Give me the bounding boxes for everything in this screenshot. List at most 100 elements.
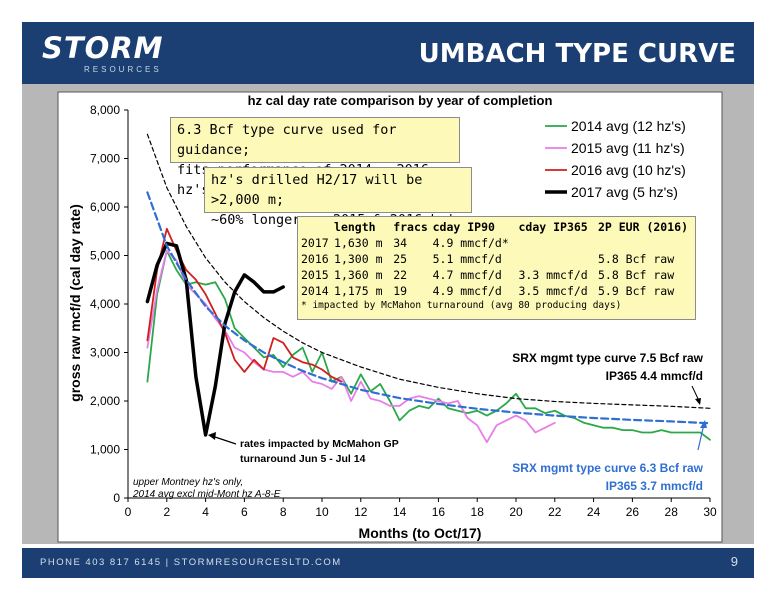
table-cell: 25 (393, 252, 408, 266)
y-tick-label: 0 (113, 491, 120, 505)
series-line (146, 133, 711, 409)
x-tick-label: 16 (432, 505, 446, 519)
table-cell: 2015 (301, 268, 329, 282)
axes: 0 2 4 6 8 10 12 14 16 18 20 22 24 26 28 3001,0002,0003,… (90, 103, 717, 519)
x-tick-label: 4 (202, 505, 209, 519)
well-stats-box: length fracs cday IP90 cday IP365 2P EUR… (297, 216, 696, 320)
storm-logo-subtitle: RESOURCES (84, 65, 162, 74)
y-tick-label: 7,000 (90, 152, 120, 166)
page-number: 9 (730, 554, 738, 569)
table-row: 2014 1,175 m 19 4.9 mmcf/d 3.5 mmcf/d 5.… (301, 283, 692, 299)
table-footnote: * impacted by McMahon turnaround (avg 80… (301, 300, 622, 311)
header-bar: STORM RESOURCES UMBACH TYPE CURVE (22, 22, 754, 84)
slide-title: UMBACH TYPE CURVE (418, 39, 736, 69)
table-row: 2015 1,360 m 22 4.7 mmcf/d 3.3 mmcf/d 5.… (301, 267, 692, 283)
x-tick-label: 8 (280, 505, 287, 519)
table-cell: 2017 (301, 236, 329, 250)
x-tick-label: 28 (665, 505, 679, 519)
table-cell: 1,300 m (334, 252, 383, 266)
guidance-note-box: 6.3 Bcf type curve used for guidance; fi… (170, 117, 460, 198)
series-line (146, 191, 712, 425)
table-header-cell: 2P EUR (2016) (597, 220, 688, 234)
x-tick-label: 24 (587, 505, 601, 519)
footer-bar: PHONE 403 817 6145 | STORMRESOURCESLTD.C… (22, 548, 754, 578)
y-tick-label: 2,000 (90, 394, 120, 408)
footer-contact: PHONE 403 817 6145 | STORMRESOURCESLTD.C… (40, 557, 342, 568)
table-cell: 5.1 mmcf/d (432, 252, 502, 266)
storm-logo: STORM (42, 31, 164, 65)
x-tick-label: 20 (509, 505, 523, 519)
srx63-arrow-head (700, 420, 707, 428)
table-cell: 3.5 mmcf/d (518, 284, 588, 298)
x-tick-label: 12 (354, 505, 368, 519)
table-cell: 22 (393, 268, 408, 282)
y-tick-label: 3,000 (90, 346, 120, 360)
table-header-cell (301, 219, 334, 235)
srx63-label-line2: IP365 3.7 mmcf/d (606, 479, 703, 493)
y-tick-label: 1,000 (90, 443, 120, 457)
legend-label: 2016 avg (10 hz's) (571, 162, 686, 178)
series-line (146, 249, 556, 444)
table-cell: 34 (393, 236, 408, 250)
x-tick-label: 18 (471, 505, 485, 519)
table-cell: 1,360 m (334, 268, 383, 282)
y-tick-label: 4,000 (90, 297, 120, 311)
legend-label: 2015 avg (11 hz's) (571, 140, 685, 156)
table-row: 2017 1,630 m 34 4.9 mmcf/d* (301, 235, 692, 251)
table-cell: 4.7 mmcf/d (432, 268, 502, 282)
table-cell (598, 235, 692, 251)
well-stats-table: length fracs cday IP90 cday IP365 2P EUR… (301, 219, 692, 299)
table-cell (518, 235, 598, 251)
legend: 2014 avg (12 hz's) 2015 avg (11 hz's) 2016… (545, 118, 686, 200)
y-axis-label: gross raw mcf/d (cal day rate) (67, 204, 83, 402)
x-tick-label: 2 (163, 505, 170, 519)
table-cell: 4.9 mmcf/d (432, 284, 502, 298)
drilling-note-box: hz's drilled H2/17 will be >2,000 m; ~60… (204, 167, 472, 228)
series-line (146, 249, 711, 441)
y-tick-label: 5,000 (90, 249, 120, 263)
srx63-label-line1: SRX mgmt type curve 6.3 Bcf raw (512, 461, 703, 475)
table-cell: 4.9 mmcf/d* (432, 236, 509, 250)
srx63-annotation-arrow (697, 423, 705, 451)
table-cell: 1,630 m (334, 236, 383, 250)
table-row: 2016 1,300 m 25 5.1 mmcf/d 5.8 Bcf raw (301, 251, 692, 267)
montney-note-line2: 2014 avg excl mid-Mont hz A-8-E (132, 489, 281, 500)
x-tick-label: 14 (393, 505, 407, 519)
guidance-note-line1: 6.3 Bcf type curve used for guidance; (177, 122, 397, 158)
table-cell: 5.9 Bcf raw (597, 284, 675, 298)
table-header-cell: cday IP365 (518, 220, 588, 234)
table-cell: 5.8 Bcf raw (597, 268, 675, 282)
legend-label: 2014 avg (12 hz's) (571, 118, 686, 134)
series-layer (145, 133, 712, 444)
y-tick-label: 8,000 (90, 103, 120, 117)
srx75-label-line2: IP365 4.4 mmcf/d (606, 369, 703, 383)
mcmahon-annotation-arrow (211, 435, 237, 445)
table-header-cell: fracs (393, 220, 428, 234)
table-cell: 5.8 Bcf raw (597, 252, 675, 266)
table-cell: 2016 (301, 252, 329, 266)
x-tick-label: 22 (548, 505, 562, 519)
legend-label: 2017 avg (5 hz's) (571, 184, 678, 200)
table-cell: 2014 (301, 284, 329, 298)
x-axis-label: Months (to Oct/17) (359, 525, 482, 541)
x-tick-label: 10 (315, 505, 329, 519)
srx75-label-line1: SRX mgmt type curve 7.5 Bcf raw (512, 351, 703, 365)
montney-note-line1: upper Montney hz's only, (133, 477, 243, 488)
srx75-arrow-head (695, 398, 701, 405)
table-cell: 1,175 m (334, 284, 383, 298)
x-tick-label: 0 (125, 505, 132, 519)
x-tick-label: 26 (626, 505, 640, 519)
mcmahon-label-line2: turnaround Jun 5 - Jul 14 (240, 453, 366, 465)
series-line (145, 241, 285, 437)
table-header-row: length fracs cday IP90 cday IP365 2P EUR… (301, 219, 692, 235)
table-header-cell: cday IP90 (432, 220, 495, 234)
drilling-note-line1: hz's drilled H2/17 will be >2,000 m; (211, 172, 423, 208)
table-header-cell: length (334, 220, 376, 234)
table-cell: 19 (393, 284, 408, 298)
x-tick-label: 30 (703, 505, 717, 519)
x-tick-label: 6 (241, 505, 248, 519)
table-cell: 3.3 mmcf/d (518, 268, 588, 282)
mcmahon-label-line1: rates impacted by McMahon GP (240, 438, 399, 450)
mcmahon-arrow-head (208, 432, 216, 440)
y-tick-label: 6,000 (90, 200, 120, 214)
